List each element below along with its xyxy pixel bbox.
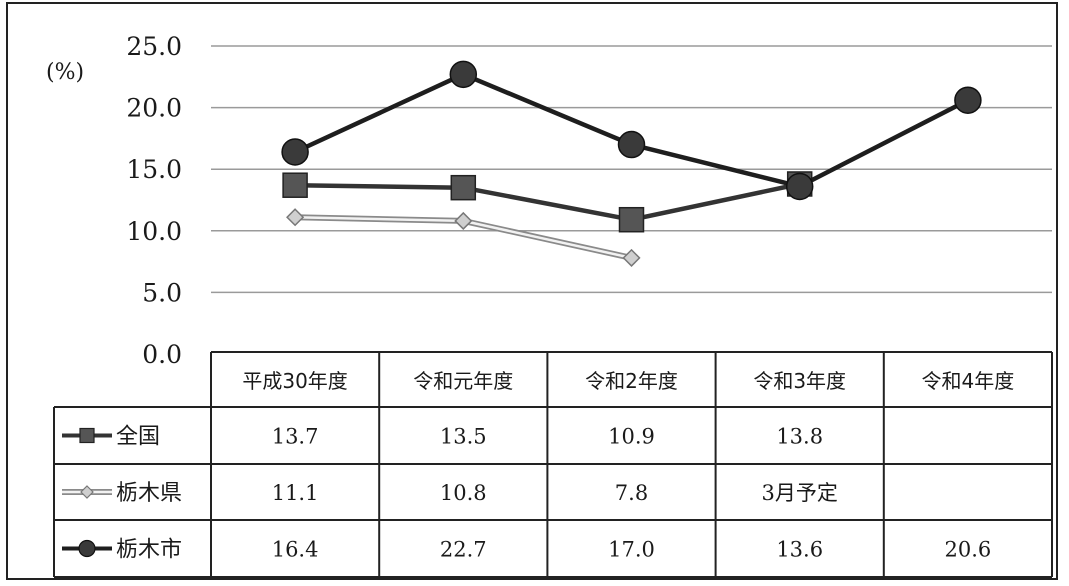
data-point xyxy=(622,248,641,267)
data-label: 17.0 xyxy=(608,538,655,562)
category-label: 平成30年度 xyxy=(242,369,347,393)
chart-frame xyxy=(6,2,1058,580)
data-label: 22.7 xyxy=(440,538,487,562)
y-tick-label: 15.0 xyxy=(126,155,182,184)
series-2 xyxy=(286,208,641,267)
data-point xyxy=(954,86,982,114)
unit-label: (%) xyxy=(46,60,84,85)
category-label: 令和元年度 xyxy=(413,369,513,393)
y-tick-label: 20.0 xyxy=(126,94,182,123)
category-label: 令和2年度 xyxy=(585,369,678,393)
data-point xyxy=(281,138,309,166)
y-axis: 0.0 5.0 10.0 15.0 20.0 25.0 xyxy=(126,32,182,369)
data-point xyxy=(454,211,473,231)
data-point xyxy=(282,172,308,198)
legend-key-1 xyxy=(62,427,112,444)
data-point xyxy=(785,172,814,201)
series-1 xyxy=(282,171,813,233)
data-point xyxy=(449,60,478,89)
legend-marker xyxy=(78,539,96,558)
y-tick-label: 5.0 xyxy=(142,278,182,307)
legend-marker xyxy=(80,485,94,499)
data-label: 10.9 xyxy=(608,425,655,449)
y-tick-label: 0.0 xyxy=(142,340,182,369)
legend-key-2 xyxy=(62,485,112,499)
legend-label: 全国 xyxy=(116,425,160,450)
data-point xyxy=(617,130,646,159)
legend-label: 栃木市 xyxy=(116,538,182,563)
data-label: 13.5 xyxy=(440,425,487,449)
data-point xyxy=(286,208,305,227)
category-label: 令和3年度 xyxy=(753,369,846,393)
series-lines xyxy=(281,60,982,267)
data-label: 20.6 xyxy=(945,538,992,562)
y-tick-label: 10.0 xyxy=(126,217,182,246)
category-label: 令和4年度 xyxy=(922,369,1015,393)
legend-key-3 xyxy=(62,539,112,558)
data-label: 13.7 xyxy=(272,425,319,449)
data-label: 3月予定 xyxy=(762,481,838,505)
data-point xyxy=(618,206,645,233)
data-label: 16.4 xyxy=(272,538,319,562)
series-3 xyxy=(281,60,982,201)
data-label: 7.8 xyxy=(615,481,648,505)
legend-marker xyxy=(79,427,95,444)
data-point xyxy=(450,174,477,201)
data-label: 13.6 xyxy=(776,538,823,562)
legend-label: 栃木県 xyxy=(116,481,182,506)
data-label: 13.8 xyxy=(776,425,823,449)
data-label: 10.8 xyxy=(440,481,487,505)
series-line xyxy=(295,181,801,222)
data-label: 11.1 xyxy=(272,481,319,505)
y-tick-label: 25.0 xyxy=(126,32,182,61)
